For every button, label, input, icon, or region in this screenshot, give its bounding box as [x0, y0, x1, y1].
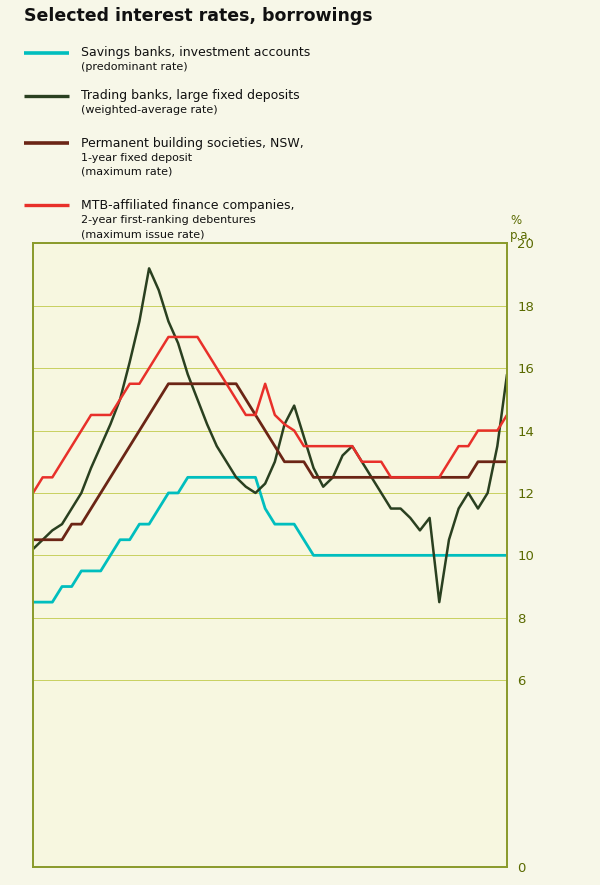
Text: (weighted-average rate): (weighted-average rate)	[81, 104, 218, 115]
Text: MTB-affiliated finance companies,: MTB-affiliated finance companies,	[81, 199, 295, 212]
Text: Selected interest rates, borrowings: Selected interest rates, borrowings	[24, 7, 373, 25]
Text: (predominant rate): (predominant rate)	[81, 62, 188, 72]
Text: 1-year fixed deposit: 1-year fixed deposit	[81, 152, 192, 163]
Text: %
p.a.: % p.a.	[510, 213, 532, 242]
Text: Permanent building societies, NSW,: Permanent building societies, NSW,	[81, 137, 304, 150]
Text: 2-year first-ranking debentures: 2-year first-ranking debentures	[81, 215, 256, 225]
Text: Trading banks, large fixed deposits: Trading banks, large fixed deposits	[81, 89, 299, 102]
Text: (maximum rate): (maximum rate)	[81, 167, 172, 177]
Text: Savings banks, investment accounts: Savings banks, investment accounts	[81, 46, 310, 59]
Text: (maximum issue rate): (maximum issue rate)	[81, 229, 205, 239]
